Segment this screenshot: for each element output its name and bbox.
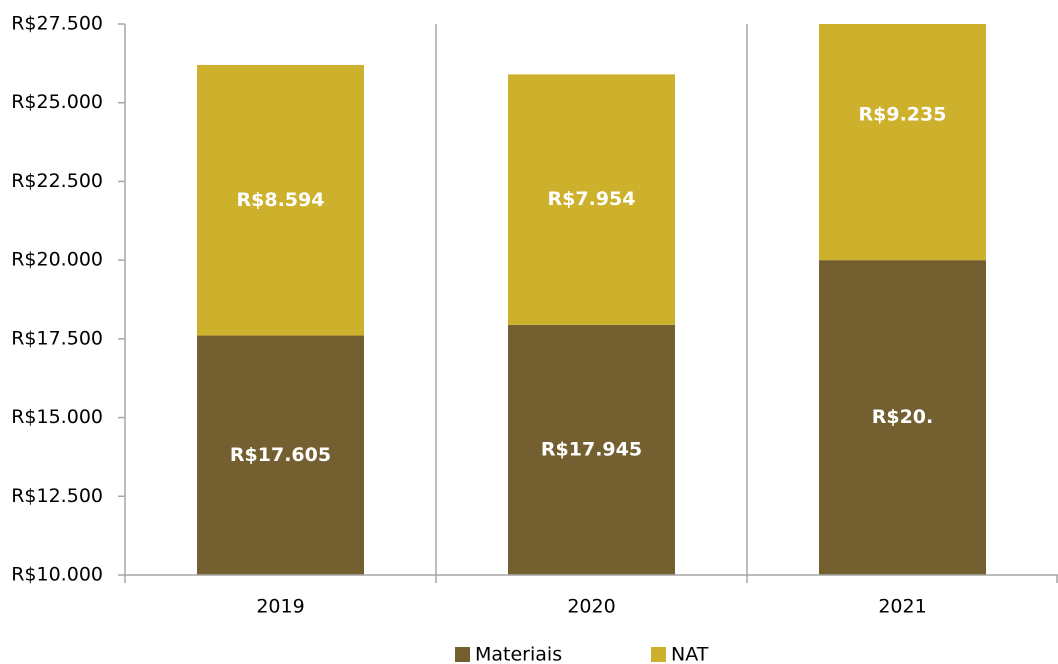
bar-segment <box>508 324 675 575</box>
y-tick-label: R$15.000 <box>11 406 103 428</box>
y-tick-label: R$20.000 <box>11 249 103 271</box>
x-tick-label: 2021 <box>878 596 926 618</box>
value-label: R$20. <box>872 406 934 428</box>
legend-label: Materiais <box>475 644 562 664</box>
x-tick-label: 2020 <box>567 596 615 618</box>
bar-segment <box>508 74 675 325</box>
value-label: R$7.954 <box>548 188 636 210</box>
legend-swatch <box>651 647 666 662</box>
bar-segment <box>819 24 986 261</box>
y-tick-label: R$10.000 <box>11 564 103 586</box>
value-label: R$8.594 <box>237 189 325 211</box>
legend-swatch <box>455 647 470 662</box>
y-tick-label: R$22.500 <box>11 170 103 192</box>
x-tick-label: 2019 <box>256 596 304 618</box>
y-tick-label: R$25.000 <box>11 91 103 113</box>
y-tick-label: R$27.500 <box>11 13 103 35</box>
bars <box>197 24 986 575</box>
bar-segment <box>197 335 364 575</box>
value-label: R$9.235 <box>859 103 947 125</box>
value-label: R$17.605 <box>230 444 331 466</box>
y-tick-label: R$12.500 <box>11 485 103 507</box>
bar-segment <box>819 260 986 575</box>
y-tick-label: R$17.500 <box>11 327 103 349</box>
bar-segment <box>197 64 364 336</box>
legend-label: NAT <box>671 644 709 664</box>
value-label: R$17.945 <box>541 438 642 460</box>
